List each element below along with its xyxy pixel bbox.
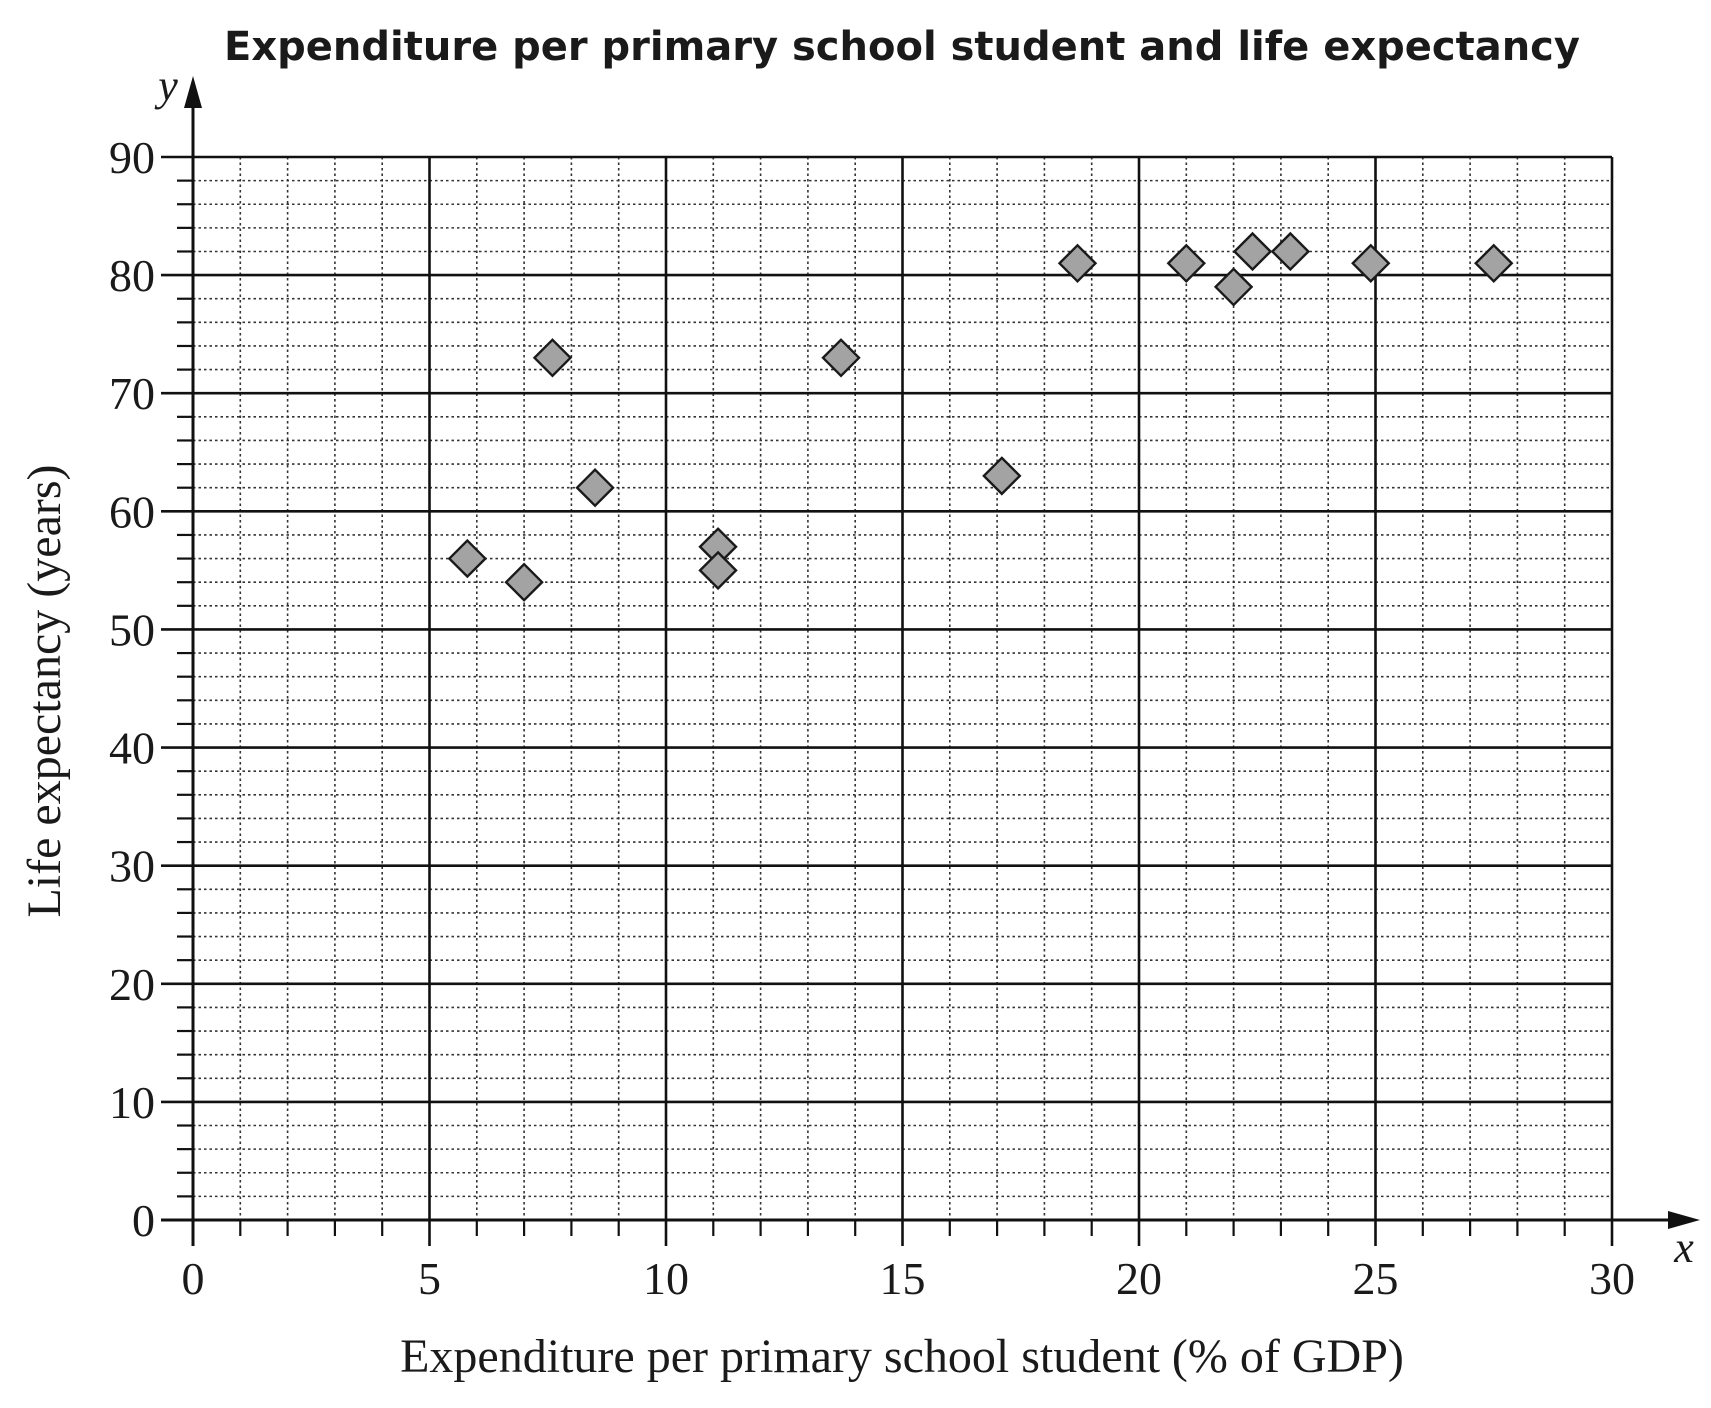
data-point [1057,243,1098,283]
data-point [821,338,861,378]
data-point [1232,231,1273,272]
data-point [1474,243,1514,283]
data-point [575,468,615,508]
x-tick-label: 5 [418,1253,441,1304]
grid [193,155,1614,1220]
y-axis-arrow [184,76,202,108]
x-axis-arrow [1668,1211,1700,1229]
x-tick-label: 25 [1353,1253,1399,1304]
y-tick-label: 70 [109,368,155,419]
y-axis-label: Life expectancy (years) [18,464,71,917]
y-tick-label: 90 [109,132,155,183]
data-points [447,231,1514,602]
data-point [698,550,738,591]
y-tick-label: 60 [109,486,155,537]
chart-title: Expenditure per primary school student a… [224,24,1580,70]
data-point [532,338,573,378]
data-point [982,456,1022,496]
y-tick-label: 30 [109,841,155,892]
y-tick-label: 40 [109,723,155,774]
x-axis-letter: x [1673,1223,1694,1272]
data-point [447,538,488,579]
data-point [1270,231,1311,272]
data-point [1351,243,1391,283]
y-tick-label: 50 [109,604,155,655]
data-point [1213,267,1254,307]
data-point [504,562,544,602]
x-tick-label: 0 [182,1253,205,1304]
x-tick-label: 10 [643,1253,689,1304]
y-axis-letter: y [154,61,178,110]
y-tick-label: 20 [109,959,155,1010]
y-tick-label: 80 [109,250,155,301]
x-tick-label: 15 [880,1253,926,1304]
tick-labels: 0 5 10 15 20 25 30 0 10 20 30 40 50 60 70 80 90 [109,132,1635,1304]
axes [161,76,1700,1246]
x-tick-label: 30 [1589,1253,1635,1304]
y-tick-label: 10 [109,1077,155,1128]
x-axis-label: Expenditure per primary school student (… [400,1330,1404,1383]
data-point [1166,243,1206,283]
x-tick-label: 20 [1116,1253,1162,1304]
y-tick-label: 0 [132,1195,155,1246]
